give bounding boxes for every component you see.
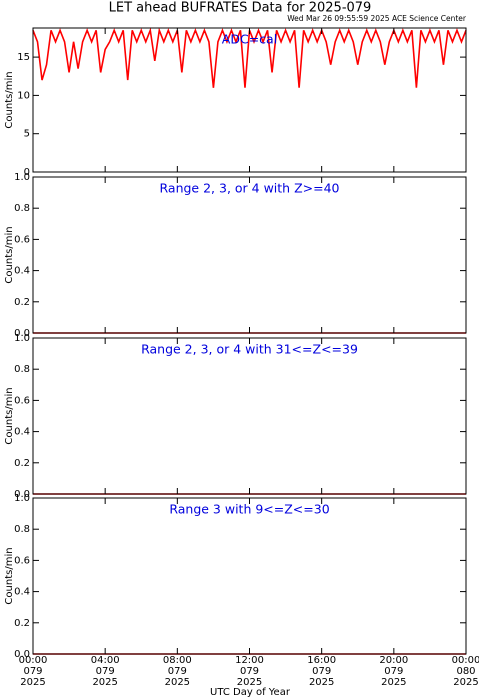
y-tick-label: 0.0: [14, 489, 30, 500]
y-tick-label: 0.8: [14, 364, 30, 375]
y-tick-label: 5: [24, 129, 30, 140]
y-tick-label: 0.4: [14, 427, 30, 438]
y-tick-label: 0.4: [14, 266, 30, 277]
y-tick-label: 0.6: [14, 395, 30, 406]
x-tick-day: 079: [384, 666, 403, 677]
page-subtitle: Wed Mar 26 09:55:59 2025 ACE Science Cen…: [287, 14, 467, 23]
panel-annotation: Range 2, 3, or 4 with Z>=40: [160, 181, 340, 196]
panel-annotation: Range 3 with 9<=Z<=30: [169, 502, 329, 517]
x-tick-label: 20:00: [379, 655, 408, 666]
y-tick-label: 0.0: [14, 649, 30, 660]
x-tick-label: 16:00: [307, 655, 336, 666]
x-tick-year: 2025: [381, 677, 406, 688]
y-tick-label: 1.0: [14, 333, 30, 344]
y-axis-label: Counts/min: [4, 387, 15, 444]
y-tick-label: 0.8: [14, 524, 30, 535]
y-tick-label: 15: [17, 52, 30, 63]
x-tick-day: 080: [456, 666, 475, 677]
y-axis-label: Counts/min: [4, 226, 15, 283]
x-tick-day: 079: [23, 666, 42, 677]
panel-frame: [32, 337, 467, 495]
y-tick-label: 0.4: [14, 587, 30, 598]
x-tick-year: 2025: [309, 677, 334, 688]
panel-annotation: Range 2, 3, or 4 with 31<=Z<=39: [141, 342, 358, 357]
panel-frame: [32, 176, 467, 334]
y-tick-label: 1.0: [14, 172, 30, 183]
x-tick-label: 12:00: [235, 655, 264, 666]
x-tick-label: 08:00: [163, 655, 192, 666]
x-tick-year: 2025: [237, 677, 262, 688]
x-tick-year: 2025: [92, 677, 117, 688]
y-axis-label: Counts/min: [4, 547, 15, 604]
y-tick-label: 1.0: [14, 493, 30, 504]
y-tick-label: 0.2: [14, 297, 30, 308]
x-tick-label: 00:00: [452, 655, 479, 666]
x-tick-day: 079: [96, 666, 115, 677]
x-tick-year: 2025: [453, 677, 478, 688]
y-tick-label: 0.2: [14, 618, 30, 629]
x-axis-label: UTC Day of Year: [210, 687, 291, 698]
page-title: LET ahead BUFRATES Data for 2025-079: [109, 1, 372, 16]
x-tick-year: 2025: [20, 677, 45, 688]
y-tick-label: 0: [24, 167, 30, 178]
x-tick-label: 00:00: [19, 655, 48, 666]
x-tick-day: 079: [312, 666, 331, 677]
y-tick-label: 10: [17, 90, 30, 101]
y-tick-label: 0.2: [14, 458, 30, 469]
y-tick-label: 0.6: [14, 234, 30, 245]
panel-annotation: ADC=cal: [222, 32, 277, 47]
y-tick-label: 0.0: [14, 328, 30, 339]
y-axis-label: Counts/min: [4, 71, 15, 128]
panel-frame: [32, 497, 467, 655]
y-tick-label: 0.8: [14, 203, 30, 214]
x-tick-day: 079: [240, 666, 259, 677]
y-tick-label: 0.6: [14, 555, 30, 566]
x-tick-label: 04:00: [91, 655, 120, 666]
x-tick-day: 079: [168, 666, 187, 677]
x-tick-year: 2025: [165, 677, 190, 688]
